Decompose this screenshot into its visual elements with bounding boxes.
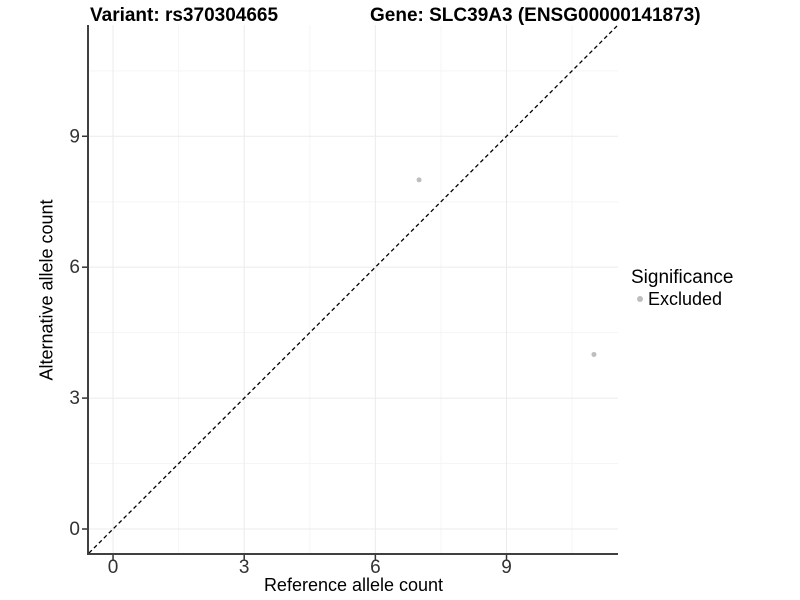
x-tick-label: 0 [108,557,119,578]
legend-item-label: Excluded [648,289,723,309]
legend-item-excluded: Excluded [631,289,733,309]
y-tick-label: 0 [69,519,80,540]
data-point [591,351,597,357]
x-tick-label: 9 [501,557,512,578]
identity-line [88,24,619,554]
plot-title-variant: Variant: rs370304665 [90,5,279,26]
legend: Significance Excluded [631,267,733,309]
y-tick-label: 6 [69,257,80,278]
legend-point-icon [637,296,643,302]
legend-title: Significance [631,267,734,288]
y-axis-title: Alternative allele count [36,199,57,381]
y-tick-label: 3 [69,388,80,409]
plot-title-gene: Gene: SLC39A3 (ENSG00000141873) [370,5,701,26]
x-axis-title: Reference allele count [263,575,444,595]
y-tick-label: 9 [69,126,80,147]
data-point [416,177,422,183]
x-tick-label: 6 [370,557,381,578]
x-tick-label: 3 [239,557,250,578]
